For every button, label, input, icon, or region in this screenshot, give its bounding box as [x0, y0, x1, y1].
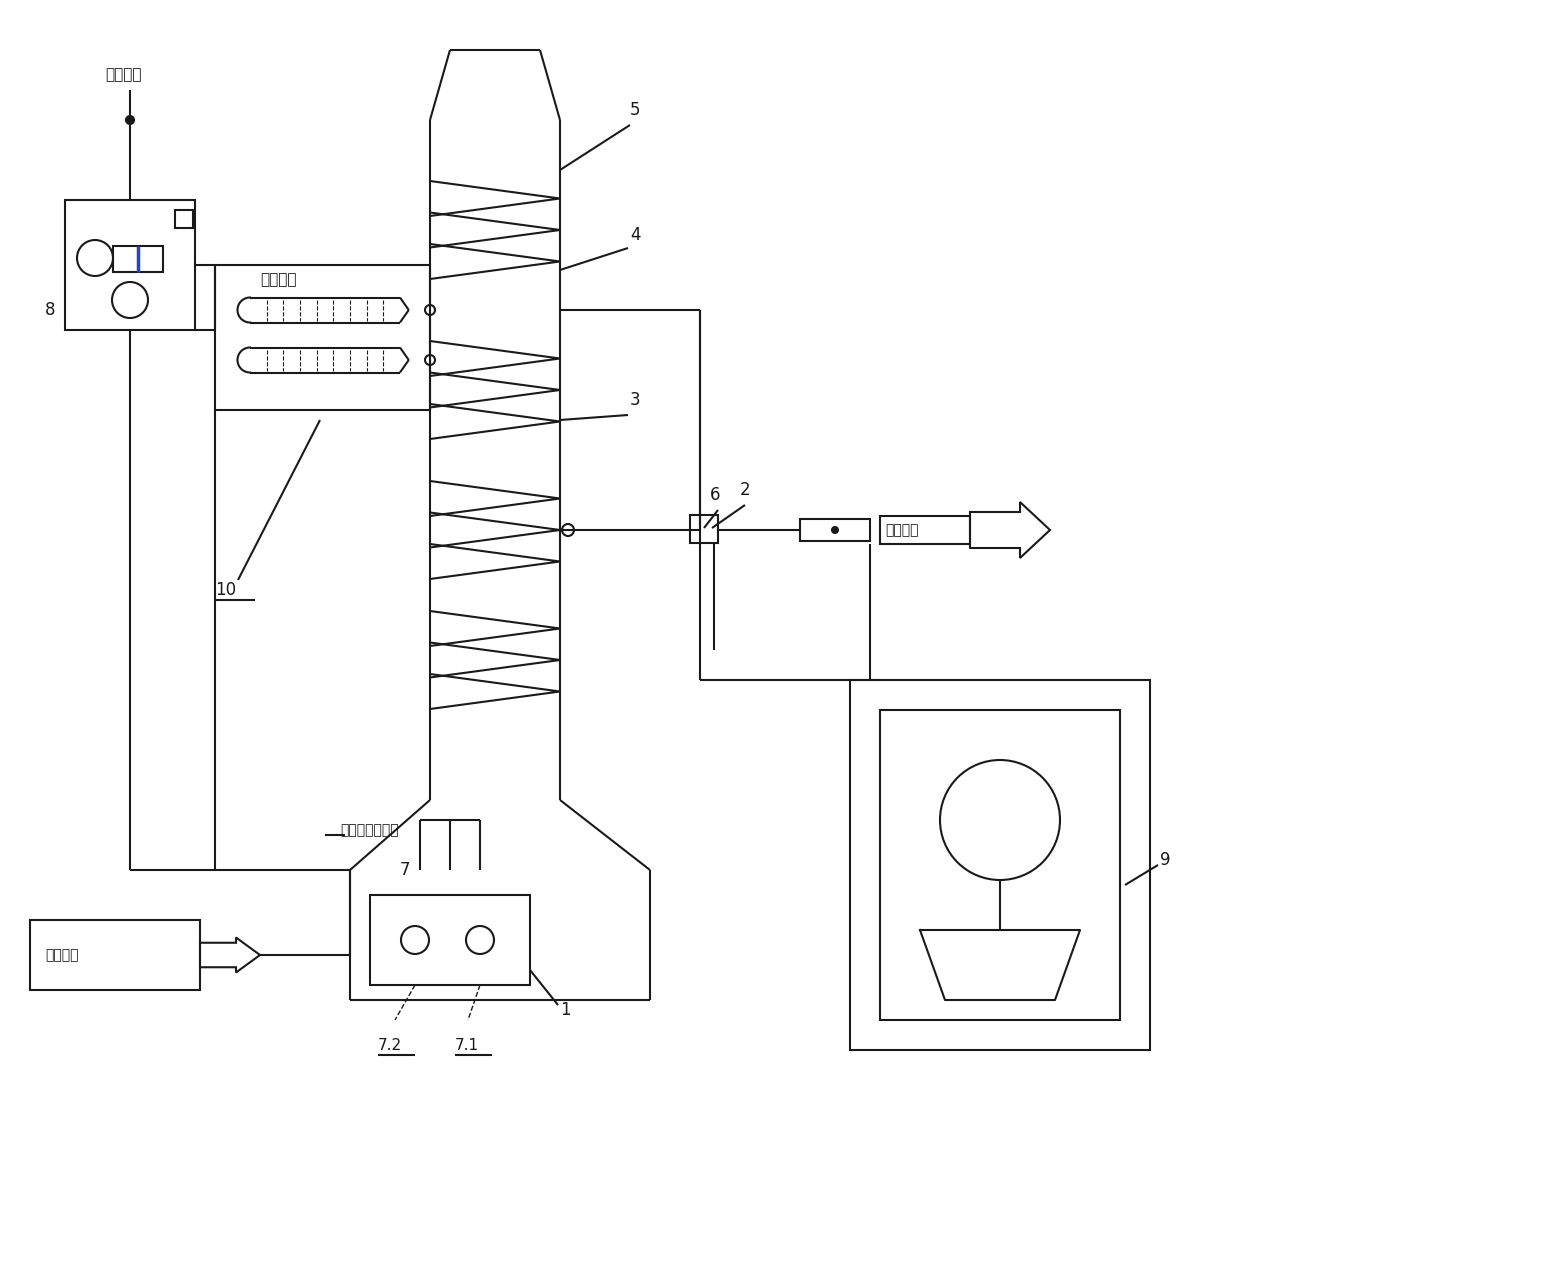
- Text: 1: 1: [560, 1001, 571, 1019]
- Bar: [65, 200, 195, 330]
- Text: 8: 8: [45, 301, 56, 319]
- Bar: [849, 680, 1149, 1050]
- Text: 蚕汽出口: 蚕汽出口: [885, 523, 919, 537]
- Text: 来自补水: 来自补水: [105, 68, 141, 82]
- Text: 3: 3: [630, 391, 640, 409]
- Text: 6: 6: [710, 485, 721, 504]
- Bar: [175, 211, 193, 228]
- Text: 7.1: 7.1: [455, 1038, 480, 1053]
- Text: 2: 2: [739, 480, 750, 499]
- Text: 9: 9: [1160, 851, 1171, 869]
- Circle shape: [425, 305, 435, 315]
- Circle shape: [425, 356, 435, 364]
- Bar: [880, 516, 970, 543]
- Text: 10: 10: [215, 581, 237, 599]
- Bar: [370, 895, 531, 985]
- Bar: [215, 265, 430, 410]
- Text: 5: 5: [630, 101, 640, 119]
- Circle shape: [832, 527, 838, 533]
- Bar: [800, 520, 869, 541]
- Text: 烟气方向: 烟气方向: [45, 948, 79, 962]
- Circle shape: [125, 116, 135, 124]
- Text: 7.2: 7.2: [377, 1038, 402, 1053]
- Text: 过热器组: 过热器组: [260, 272, 297, 288]
- Text: 4: 4: [630, 226, 640, 243]
- Circle shape: [562, 525, 574, 536]
- Text: 7: 7: [401, 861, 410, 879]
- Bar: [690, 514, 718, 543]
- Text: 天然气补燃余气: 天然气补燃余气: [340, 823, 399, 837]
- Bar: [880, 710, 1120, 1020]
- Bar: [113, 246, 162, 272]
- Bar: [29, 921, 200, 990]
